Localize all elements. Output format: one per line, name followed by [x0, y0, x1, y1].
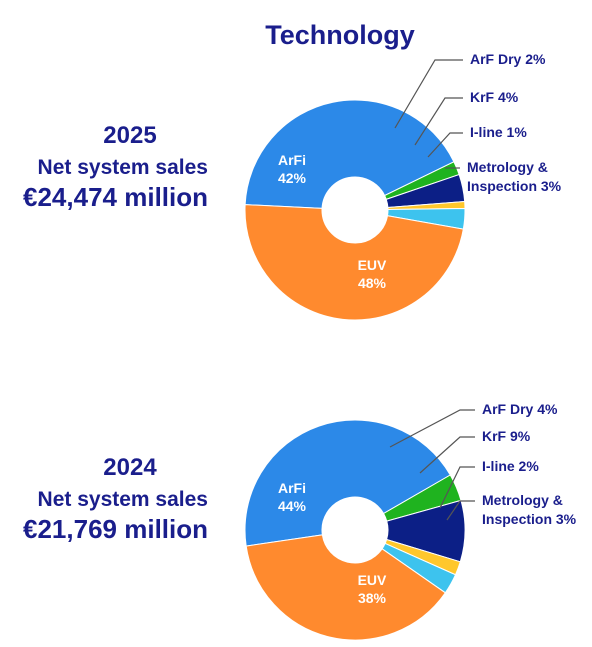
chart-title: Technology	[265, 20, 415, 50]
slice-euv	[244, 204, 464, 321]
leader-line	[414, 97, 463, 146]
slice-value-label: 48%	[358, 275, 387, 291]
leader-line	[389, 409, 475, 448]
leader-line	[419, 436, 475, 474]
slice-outer-label: I-line 2%	[482, 458, 539, 474]
slice-outer-label: ArF Dry 4%	[482, 401, 558, 417]
leader-line	[439, 466, 475, 509]
slice-outer-label: Inspection 3%	[482, 511, 577, 527]
net-sales-label: Net system sales	[37, 488, 208, 511]
slice-value-label: 38%	[358, 590, 387, 606]
slice-outer-label: KrF 4%	[470, 89, 519, 105]
donut-2024: ArFi 44% EUV 38% ArF Dry 4% KrF 9% I-line 2% Me…	[244, 401, 577, 641]
slice-name-label: ArFi	[278, 480, 306, 496]
slice-value-label: 42%	[278, 170, 307, 186]
slice-name-label: EUV	[358, 572, 387, 588]
donut-2025: ArFi 42% EUV 48% ArF Dry 2% KrF 4% I-line 1% Me…	[244, 51, 562, 321]
slice-euv	[245, 534, 447, 641]
slice-outer-label: Metrology &	[467, 159, 548, 175]
slice-outer-label: I-line 1%	[470, 124, 527, 140]
slice-outer-label: Metrology &	[482, 492, 563, 508]
summary-2025: 2025 Net system sales €24,474 million	[0, 122, 230, 213]
slice-arfi	[244, 419, 451, 547]
slice-outer-label: KrF 9%	[482, 428, 531, 444]
slice-name-label: ArFi	[278, 152, 306, 168]
net-sales-label: Net system sales	[37, 156, 208, 179]
year-label: 2025	[103, 122, 157, 149]
leader-line	[394, 59, 463, 129]
leader-line	[427, 132, 463, 158]
slice-name-label: EUV	[358, 257, 387, 273]
slice-outer-label: Inspection 3%	[467, 178, 562, 194]
net-sales-amount: €24,474 million	[23, 182, 208, 212]
summary-2024: 2024 Net system sales €21,769 million	[0, 454, 230, 545]
slice-value-label: 44%	[278, 498, 307, 514]
slice-outer-label: ArF Dry 2%	[470, 51, 546, 67]
slice-arfi	[244, 99, 455, 209]
year-label: 2024	[103, 454, 157, 481]
net-sales-amount: €21,769 million	[23, 514, 208, 544]
leader-line	[446, 500, 475, 521]
